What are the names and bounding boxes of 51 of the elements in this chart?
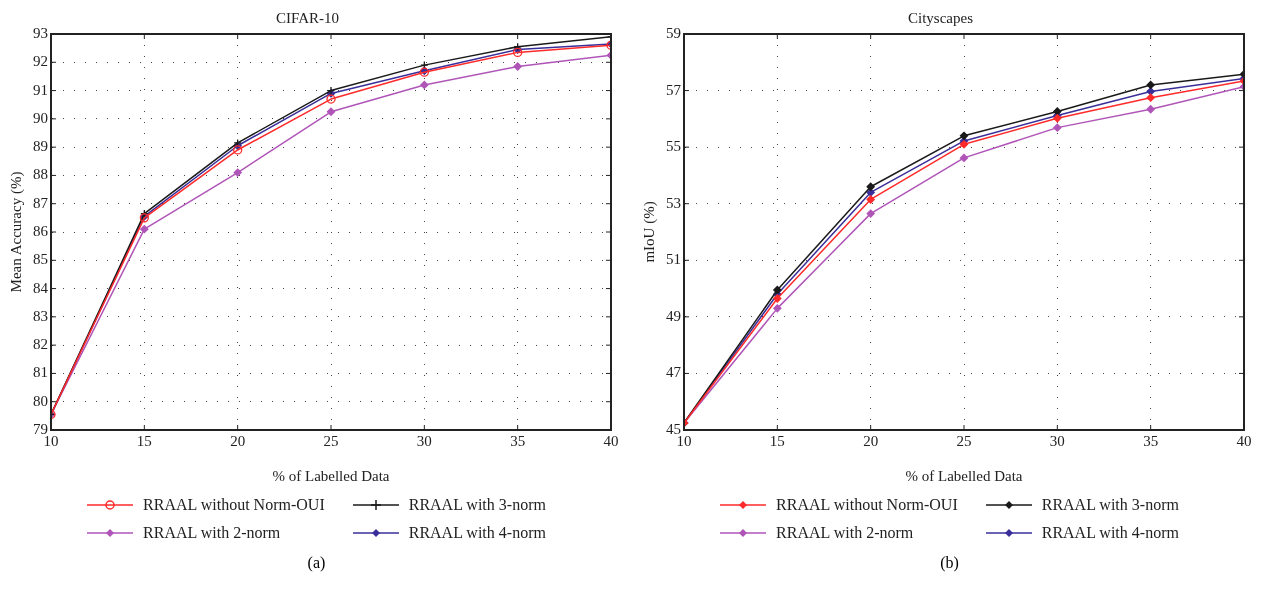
x-tick-label: 30 [416, 432, 432, 449]
y-tick-label: 87 [33, 194, 49, 211]
x-tick-label: 15 [769, 432, 785, 449]
x-tick-label: 30 [1049, 432, 1065, 449]
chart-title: CIFAR-10 [275, 9, 340, 26]
y-tick-label: 91 [33, 81, 48, 98]
y-tick-label: 84 [33, 279, 49, 296]
legend-label: RRAAL without Norm-OUI [776, 496, 958, 514]
y-tick-label: 85 [33, 251, 48, 268]
y-tick-label: 93 [33, 24, 48, 41]
legend-label: RRAAL with 2-norm [143, 524, 281, 542]
x-tick-label: 35 [510, 432, 526, 449]
y-axis-title: Mean Accuracy (%) [7, 171, 25, 293]
legend-label: RRAAL with 3-norm [1041, 496, 1179, 514]
x-tick-label: 40 [1236, 432, 1252, 449]
y-tick-label: 90 [33, 109, 48, 126]
y-tick-label: 79 [33, 420, 48, 437]
legend-label: RRAAL with 4-norm [408, 524, 546, 542]
x-axis-title: % of Labelled Data [272, 467, 390, 484]
legend-label: RRAAL without Norm-OUI [143, 496, 325, 514]
x-tick-label: 20 [230, 432, 246, 449]
x-tick-label: 25 [956, 432, 972, 449]
legend-label: RRAAL with 3-norm [408, 496, 546, 514]
y-tick-label: 57 [666, 81, 682, 98]
x-tick-label: 40 [603, 432, 619, 449]
text: (a) [306, 554, 327, 572]
x-tick-label: 25 [323, 432, 339, 449]
y-tick-label: 51 [666, 251, 681, 268]
x-tick-label: 15 [136, 432, 152, 449]
y-tick-label: 88 [33, 166, 48, 183]
y-axis-title: mIoU (%) [640, 201, 658, 263]
y-tick-label: 47 [666, 364, 682, 381]
y-tick-label: 55 [666, 138, 681, 155]
y-tick-label: 45 [666, 420, 681, 437]
y-tick-label: 92 [33, 53, 48, 70]
y-tick-label: 80 [33, 392, 48, 409]
chart-title: Cityscapes [908, 9, 974, 26]
y-tick-label: 81 [33, 364, 48, 381]
legend-label: RRAAL with 2-norm [776, 524, 914, 542]
y-tick-label: 59 [666, 24, 681, 41]
legend-label: RRAAL with 4-norm [1041, 524, 1179, 542]
y-tick-label: 53 [666, 194, 681, 211]
x-tick-label: 20 [863, 432, 879, 449]
text: (b) [939, 554, 960, 572]
x-tick-label: 35 [1143, 432, 1159, 449]
x-axis-title: % of Labelled Data [905, 467, 1023, 484]
y-tick-label: 83 [33, 307, 48, 324]
y-tick-label: 82 [33, 336, 48, 353]
y-tick-label: 89 [33, 138, 48, 155]
y-tick-label: 86 [33, 222, 49, 239]
y-tick-label: 49 [666, 307, 681, 324]
